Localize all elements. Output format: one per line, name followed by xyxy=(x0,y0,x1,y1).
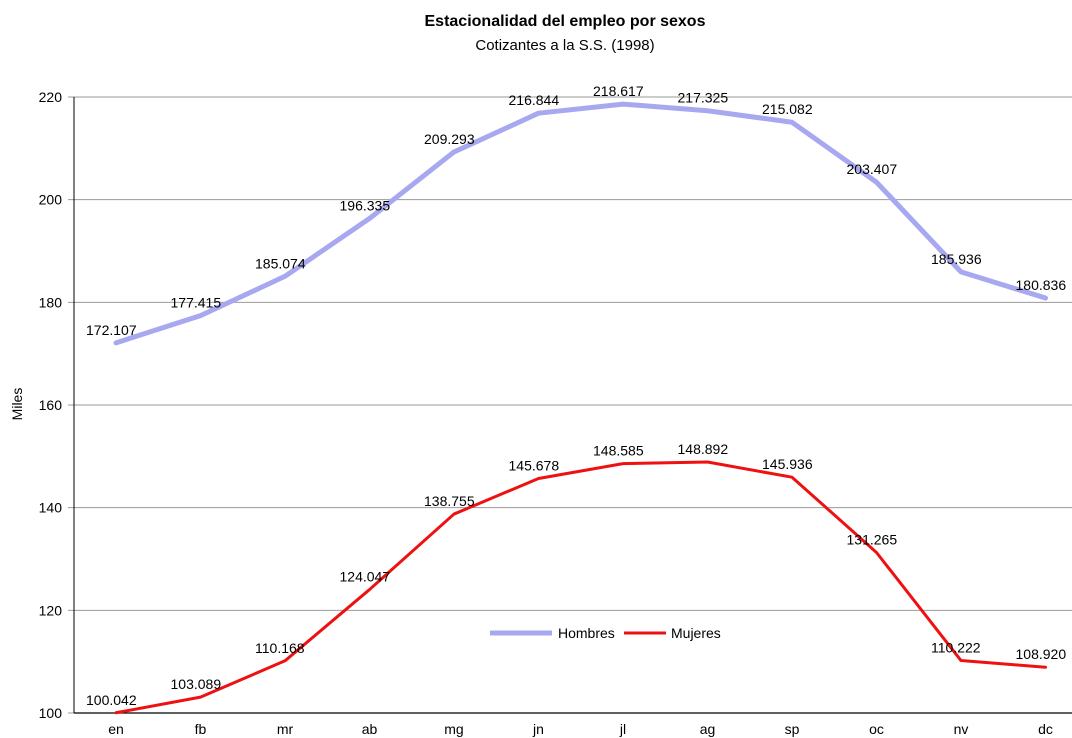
y-axis-label: Miles xyxy=(9,388,25,421)
data-label: 185.074 xyxy=(255,255,306,271)
data-label: 217.325 xyxy=(678,90,729,106)
data-label: 218.617 xyxy=(593,83,644,99)
data-label: 185.936 xyxy=(931,251,982,267)
legend: Hombres Mujeres xyxy=(490,625,721,641)
legend-label-mujeres: Mujeres xyxy=(671,625,721,641)
data-label: 110.222 xyxy=(931,640,981,656)
data-label: 203.407 xyxy=(847,161,898,177)
x-tick-label: mg xyxy=(444,721,463,737)
data-label: 103.089 xyxy=(171,676,222,692)
chart-title: Estacionalidad del empleo por sexos xyxy=(425,13,706,30)
x-tick-label: ab xyxy=(362,721,378,737)
x-tick-label: dc xyxy=(1038,721,1053,737)
y-tick-label: 200 xyxy=(39,192,63,208)
x-tick-label: mr xyxy=(277,721,294,737)
data-label: 108.920 xyxy=(1016,646,1067,662)
x-tick-label: fb xyxy=(195,721,207,737)
data-label: 100.042 xyxy=(86,692,137,708)
data-label: 209.293 xyxy=(424,131,475,147)
data-label: 145.678 xyxy=(509,458,560,474)
data-label: 148.585 xyxy=(593,443,644,459)
x-tick-label: en xyxy=(108,721,124,737)
x-tick-label: jn xyxy=(532,721,544,737)
gridlines xyxy=(68,96,1072,714)
x-tick-label: jl xyxy=(619,721,626,737)
x-tick-label: ag xyxy=(700,721,716,737)
data-label: 216.844 xyxy=(509,92,560,108)
data-label: 177.415 xyxy=(171,295,222,311)
y-tick-label: 100 xyxy=(39,705,63,721)
series-lines xyxy=(113,101,1048,715)
x-tick-label: sp xyxy=(785,721,800,737)
data-label: 124.047 xyxy=(340,569,391,585)
y-tick-label: 180 xyxy=(39,294,63,310)
chart-subtitle: Cotizantes a la S.S. (1998) xyxy=(475,37,654,54)
data-label: 215.082 xyxy=(762,101,813,117)
x-tick-label: oc xyxy=(869,721,884,737)
y-tick-label: 220 xyxy=(39,89,63,105)
data-label: 180.836 xyxy=(1016,277,1067,293)
series-line-mujeres xyxy=(114,460,1047,715)
series-line-hombres xyxy=(113,101,1048,346)
data-label: 131.265 xyxy=(847,532,898,548)
data-label: 145.936 xyxy=(762,456,813,472)
y-tick-labels: 100 120 140 160 180 200 220 xyxy=(39,89,63,721)
data-label: 110.168 xyxy=(255,640,305,656)
data-label: 138.755 xyxy=(424,493,475,509)
data-label: 172.107 xyxy=(86,322,137,338)
data-labels: 172.107 177.415 185.074 196.335 209.293 216.8… xyxy=(86,83,1066,708)
axes xyxy=(73,97,1072,714)
y-tick-label: 120 xyxy=(39,602,63,618)
data-label: 196.335 xyxy=(340,197,391,213)
y-tick-label: 160 xyxy=(39,397,63,413)
x-tick-label: nv xyxy=(954,721,969,737)
y-tick-label: 140 xyxy=(39,500,63,516)
legend-label-hombres: Hombres xyxy=(558,625,615,641)
data-label: 148.892 xyxy=(678,441,729,457)
x-tick-labels: en fb mr ab mg jn jl ag sp oc nv dc xyxy=(108,721,1053,737)
